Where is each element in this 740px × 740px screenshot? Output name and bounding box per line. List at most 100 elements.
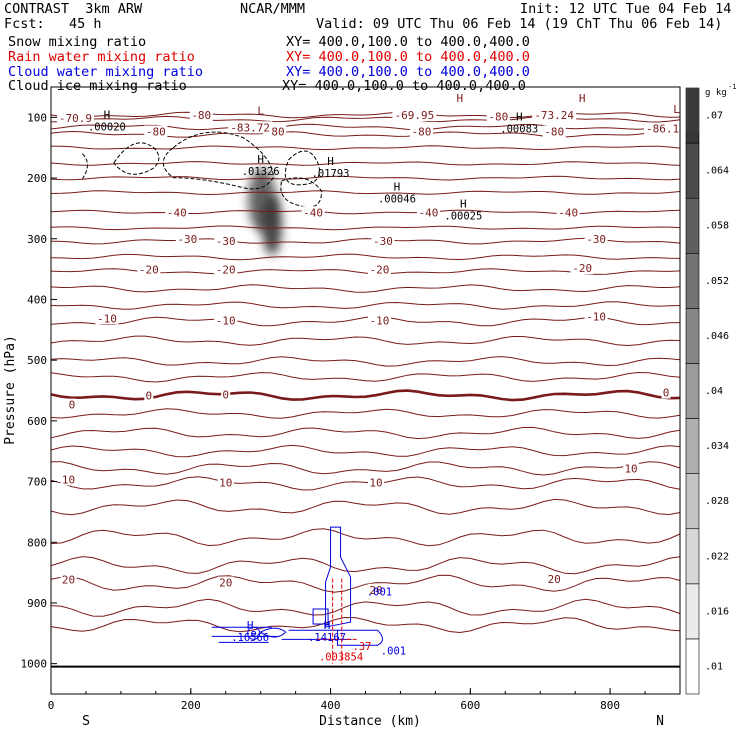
colorbar-cell [685,363,700,419]
isotherm-label-bg [217,576,234,589]
extremum-value: .37 [353,641,372,653]
field-cloudice-name: Cloud ice mixing ratio [8,78,187,94]
x-tick-label: 400 [321,699,341,712]
isotherm-label-bg [623,462,640,475]
isotherm-line [50,115,681,123]
colorbar-label: .022 [705,551,729,562]
isotherm-label: -10 [586,311,606,324]
isotherm-label: -73.24 [534,109,574,122]
header-center-line1: NCAR/MMM [240,1,306,17]
isotherm-label: -30 [373,235,393,248]
isotherm-line [50,123,681,131]
extremum-marker: L [673,103,680,116]
y-tick-label: 300 [27,233,47,246]
ice-cloud-contour [113,142,160,175]
header-valid: Valid: 09 UTC Thu 06 Feb 14 (19 ChT Thu … [316,16,723,32]
isotherm-label: -86.1 [646,122,679,135]
isotherm-line [50,556,681,575]
y-tick-label: 1000 [21,658,48,671]
field-snow-xy: XY= 400.0,100.0 to 400.0,400.0 [286,34,530,50]
extremum-value: .00083 [500,123,538,135]
isotherm-label: 10 [219,476,232,489]
cloud-water-contour [251,630,257,636]
isotherm-label-bg [214,234,238,247]
extremum-value: .16566 [231,632,269,644]
colorbar-units-exp: -1 [728,83,736,91]
y-axis-label: Pressure (hPa) [3,335,18,445]
isotherm-label-bg [409,125,433,138]
ice-cloud-contour [162,131,274,190]
isotherm-label-bg [301,206,325,219]
isotherm-label-bg [60,473,77,486]
y-tick-label: 100 [27,111,47,124]
isotherm-line [50,225,681,231]
isotherm-label: 0 [222,388,229,401]
x-axis-label: Distance (km) [319,714,421,729]
temperature-contours [50,111,681,668]
y-tick-label: 500 [27,354,47,367]
field-cloudwater-xy: XY= 400.0,100.0 to 400.0,400.0 [286,64,530,80]
isotherm-line [50,315,681,327]
isotherm-label-bg [175,232,199,245]
isotherm-label: -30 [177,233,197,246]
colorbar-cell [685,418,700,474]
extremum-marker: H [516,110,523,123]
isotherm-label: -20 [572,262,592,275]
colorbar-label: .052 [705,276,729,287]
x-tick-label: 0 [48,699,55,712]
isotherm-label: -80 [488,110,508,123]
colorbar-units: g kg [705,88,727,98]
y-tick-label: 700 [27,476,47,489]
isotherm-label: 20 [369,584,382,597]
colorbar-label: .064 [705,166,729,177]
field-rain-xy: XY= 400.0,100.0 to 400.0,400.0 [286,49,530,65]
colorbar: .01 .016 .022 .028 .034 .04 .046 .052 .058 .064 .0… [685,87,729,695]
isotherm-line [50,389,681,402]
colorbar-label: .01 [705,661,723,672]
isotherm-label-bg [60,573,77,586]
header-init: Init: 12 UTC Tue 04 Feb 14 [520,1,732,17]
extremum-marker: L [257,104,264,117]
cloud-water-contour [211,626,277,643]
field-snow-name: Snow mixing ratio [8,34,147,50]
colorbar-label: .058 [705,221,729,232]
isotherm-label-bg [367,583,384,596]
colorbar-label: .04 [705,386,723,397]
snow-shading [248,168,282,255]
isotherm-label: 20 [219,577,232,590]
extremum-value: .00046 [378,193,416,205]
cloud-water-contour [312,608,329,625]
edge-label-north: N [656,714,664,729]
colorbar-cell [685,197,700,254]
extremum-value: .003854 [319,652,363,664]
isotherm-label-bg [67,398,77,411]
cloud-water-contours [211,526,384,646]
isotherm-label: -20 [216,263,236,276]
isotherm-label-bg [584,232,608,245]
colorbar-top-cap [686,88,699,133]
field-cloudice-xy: XY= 400.0,100.0 to 400.0,400.0 [282,78,526,94]
header-left-line2: Fcst: 45 h [4,16,102,32]
isotherm-line [50,616,681,634]
isotherm-line [50,574,681,593]
isotherm-label: -80 [146,126,166,139]
isotherm-label-bg [532,109,577,122]
x-tick-label: 200 [181,699,201,712]
isotherm-label: 0 [146,390,153,403]
isotherm-label: -40 [303,206,323,219]
isotherm-line [50,598,681,617]
isotherm-label-bg [570,262,594,275]
isotherm-label: -69.95 [395,109,435,122]
cloud-water-contour [247,626,261,640]
extremum-value: .00020 [88,122,126,134]
isotherm-label-bg [486,110,510,123]
extremum-marker: H [327,155,334,168]
cloud-ice-contours [82,131,323,208]
isotherm-line [50,371,681,383]
extremum-marker: H [457,92,464,105]
isotherm-label-bg [644,122,682,135]
isotherm-label: -30 [586,233,606,246]
colorbar-cell [685,528,700,585]
isotherm-label: -10 [216,314,236,327]
isotherm-label-bg [546,572,563,585]
